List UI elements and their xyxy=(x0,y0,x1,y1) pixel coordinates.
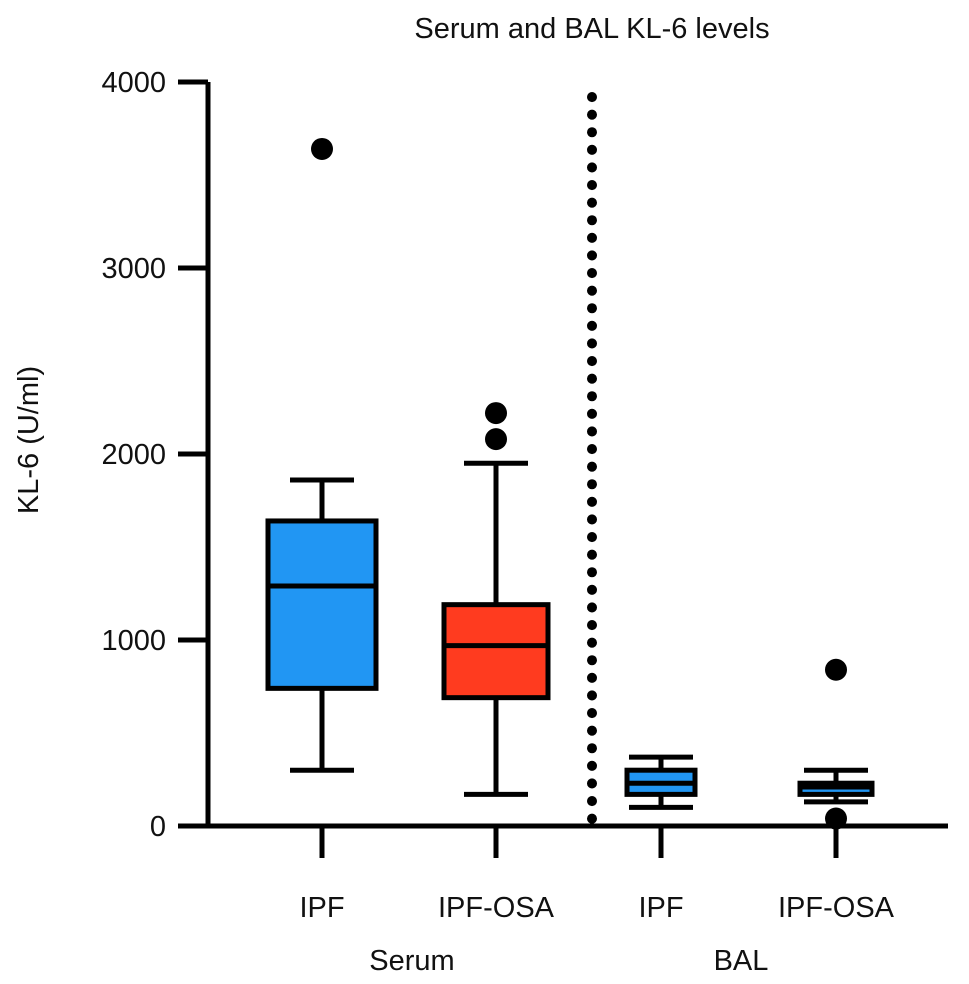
y-tick-label: 0 xyxy=(150,811,166,843)
x-tick-label: IPF-OSA xyxy=(778,892,895,924)
box-2 xyxy=(624,754,698,858)
y-tick-label: 1000 xyxy=(101,625,166,657)
box-3 xyxy=(797,658,875,858)
chart-title: Serum and BAL KL-6 levels xyxy=(414,13,769,45)
outlier-point xyxy=(825,658,847,681)
group-label: BAL xyxy=(714,945,769,977)
x-tick-label: IPF xyxy=(638,892,683,924)
box-0 xyxy=(265,137,379,858)
group-label: Serum xyxy=(369,945,454,977)
outlier-point xyxy=(485,402,507,425)
y-tick-label: 4000 xyxy=(101,67,166,99)
axes xyxy=(205,82,948,829)
x-labels: IPF IPF-OSA IPF IPF-OSA Serum BAL xyxy=(299,892,894,977)
y-ticks: 0 1000 2000 3000 4000 xyxy=(101,67,208,843)
x-tick-label: IPF-OSA xyxy=(438,892,555,924)
outlier-point xyxy=(485,428,507,451)
y-tick-label: 3000 xyxy=(101,253,166,285)
box-iqr xyxy=(265,518,379,691)
boxes xyxy=(265,137,875,858)
box-1 xyxy=(441,402,551,858)
x-tick-label: IPF xyxy=(299,892,344,924)
box-iqr xyxy=(441,602,551,701)
outlier-point xyxy=(825,807,847,830)
outlier-point xyxy=(311,137,333,160)
y-tick-label: 2000 xyxy=(101,439,166,471)
y-axis-label: KL-6 (U/ml) xyxy=(13,366,45,514)
